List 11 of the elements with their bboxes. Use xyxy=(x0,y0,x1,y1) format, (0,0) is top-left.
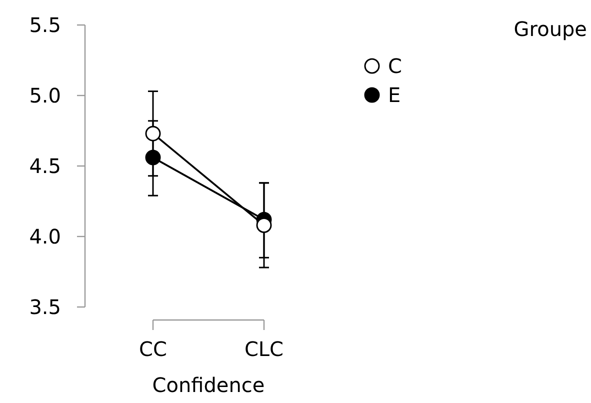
x-tick-label: CC xyxy=(139,337,167,361)
y-tick-label: 5.0 xyxy=(29,84,61,108)
x-axis-title: Confidence xyxy=(152,373,265,397)
y-tick-label: 3.5 xyxy=(29,295,61,319)
legend-label: E xyxy=(388,83,401,107)
legend-label: C xyxy=(388,54,402,78)
y-tick-label: 4.0 xyxy=(29,224,61,248)
y-tick-label: 4.5 xyxy=(29,154,61,178)
x-tick-label: CLC xyxy=(244,337,284,361)
legend-title: Groupe xyxy=(514,17,587,41)
y-tick-label: 5.5 xyxy=(29,13,61,37)
